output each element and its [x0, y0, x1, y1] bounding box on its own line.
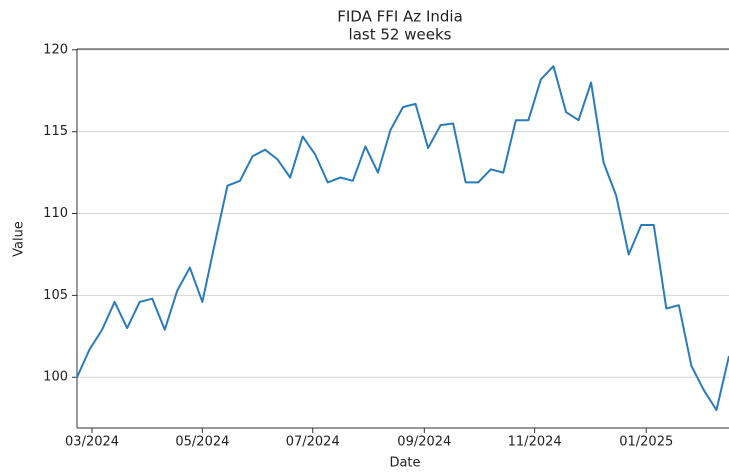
- y-tick-label: 100: [43, 370, 68, 385]
- x-tick-label: 09/2024: [397, 435, 451, 450]
- y-tick-label: 110: [43, 206, 68, 221]
- y-tick-label: 105: [43, 288, 68, 303]
- series-line: [76, 65, 729, 411]
- x-tick-label: 01/2025: [619, 435, 673, 450]
- x-tick-label: 11/2024: [508, 435, 562, 450]
- y-axis-label: Value: [12, 221, 27, 257]
- x-axis-label: Date: [389, 456, 420, 471]
- x-tick-label: 07/2024: [286, 435, 340, 450]
- chart-subtitle: last 52 weeks: [349, 26, 452, 44]
- chart-title: FIDA FFI Az India: [337, 8, 463, 26]
- x-tick-label: 03/2024: [65, 435, 119, 450]
- y-tick-label: 115: [43, 124, 68, 139]
- x-tick-label: 05/2024: [175, 435, 229, 450]
- y-tick-label: 120: [43, 42, 68, 57]
